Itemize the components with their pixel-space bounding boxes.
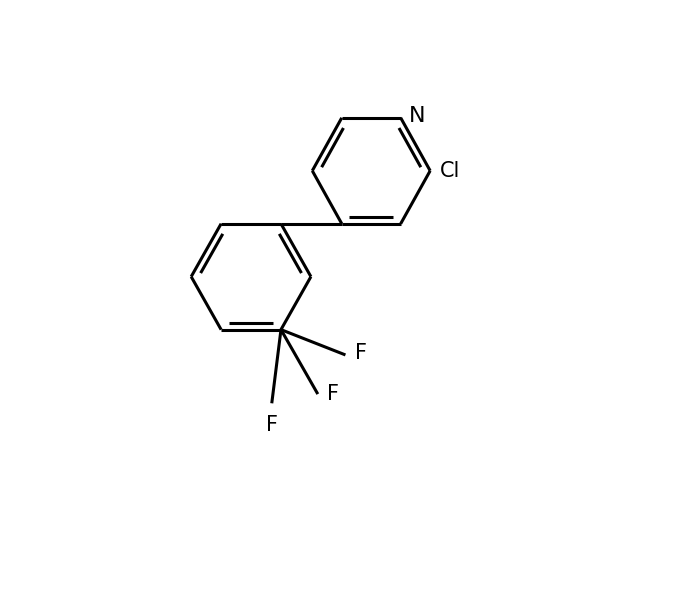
Text: F: F (327, 384, 339, 404)
Text: F: F (266, 415, 277, 435)
Text: F: F (354, 343, 367, 362)
Text: Cl: Cl (440, 161, 461, 181)
Text: N: N (409, 105, 426, 126)
